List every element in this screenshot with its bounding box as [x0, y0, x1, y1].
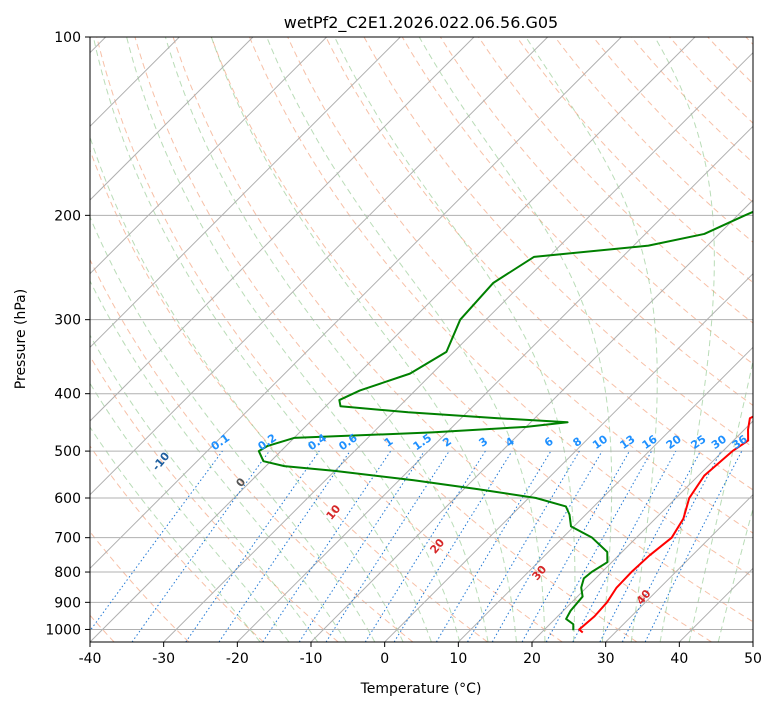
dry-adiabat-line: [96, 37, 563, 642]
y-tick-label: 800: [54, 565, 81, 581]
moist-adiabat-line: [164, 37, 489, 642]
y-tick-label: 1000: [45, 622, 81, 638]
moist-adiabats: [90, 37, 753, 642]
mixing-ratio-line: [325, 450, 450, 642]
mixing-ratio-line: [644, 450, 743, 642]
plot-frame: [89, 36, 754, 643]
isotherm-line: [90, 37, 475, 422]
mixing-ratio-line: [90, 450, 223, 632]
dewpoint-profile-line: [257, 210, 753, 631]
mixing-ratio-line: [298, 450, 425, 642]
temperature-profile-line: [578, 415, 753, 634]
moist-adiabat-line: [688, 358, 753, 642]
y-tick-label: 200: [54, 208, 81, 224]
moist-adiabat-line: [90, 426, 261, 642]
dry-adiabat-line: [325, 37, 753, 491]
axes: -40 -30 -20 -10 0 10 20 30 40 50 100 200 300 400 500 60…: [45, 30, 762, 667]
isotherm-line: [90, 37, 401, 349]
moist-adiabat-line: [90, 135, 404, 642]
x-tick-label: 20: [523, 651, 541, 667]
y-tick-label: 400: [54, 387, 81, 403]
x-tick-label: 40: [670, 651, 688, 667]
isotherm-line: [90, 37, 549, 496]
moist-adiabat-line: [210, 37, 517, 642]
mixing-ratio-lines: [90, 450, 743, 642]
moist-adiabat-line: [90, 382, 290, 642]
moist-adiabat-line: [266, 37, 546, 642]
isotherm-line: [163, 51, 753, 642]
isotherm-line: [90, 37, 328, 275]
dry-adiabat-line: [287, 37, 753, 534]
isotherm-line: [236, 125, 753, 642]
x-tick-label: 10: [449, 651, 467, 667]
y-tick-label: 500: [54, 444, 81, 460]
moist-adiabat-line: [334, 37, 576, 642]
moist-adiabat-line: [717, 506, 753, 642]
moist-adiabat-line: [126, 37, 461, 642]
mixing-ratio-line: [521, 450, 630, 642]
mixing-ratio-line: [131, 450, 270, 642]
chart-title: wetPf2_C2E1.2026.022.06.56.G05: [284, 13, 558, 33]
moist-adiabat-line: [92, 37, 432, 642]
profile-lines: [257, 210, 753, 634]
dry-adiabat-line: [90, 258, 414, 642]
x-tick-label: -20: [226, 651, 249, 667]
isotherm-line: [457, 346, 753, 642]
moist-adiabat-line: [90, 215, 376, 642]
x-tick-label: -10: [300, 651, 323, 667]
x-tick-label: -30: [152, 651, 175, 667]
isotherm-line: [90, 37, 254, 201]
dry-adiabat-line: [249, 37, 753, 578]
x-tick-label: 30: [597, 651, 615, 667]
dry-adiabat-line: [516, 37, 753, 284]
dry-adiabat-line: [90, 355, 339, 642]
isotherms: [90, 37, 753, 642]
moist-adiabat-line: [418, 37, 613, 642]
x-axis-title: Temperature (°C): [360, 681, 482, 697]
y-tick-label: 900: [54, 595, 81, 611]
y-tick-label: 100: [54, 30, 81, 46]
x-tick-label: -40: [79, 651, 102, 667]
isotherm-line: [531, 420, 753, 642]
mixing-ratio-line: [393, 450, 513, 642]
isobars: [90, 37, 753, 630]
moist-adiabat-line: [525, 37, 658, 642]
y-tick-label: 600: [54, 491, 81, 507]
dry-adiabat-line: [210, 37, 753, 623]
dry-adiabat-line: [172, 37, 712, 642]
x-tick-label: 0: [380, 651, 389, 667]
isotherm-line: [605, 493, 753, 642]
x-tick-label: 50: [744, 651, 762, 667]
y-axis-title: Pressure (hPa): [13, 289, 29, 389]
isotherm-line: [384, 272, 753, 642]
mixing-ratio-line: [218, 450, 351, 642]
mixing-ratio-line: [262, 450, 392, 642]
moist-adiabat-line: [654, 37, 715, 642]
mixing-ratio-line: [572, 450, 677, 642]
moist-adiabat-line: [90, 334, 319, 642]
isotherm-line: [90, 37, 696, 642]
y-tick-label: 700: [54, 531, 81, 547]
mixing-ratio-line: [185, 450, 320, 642]
y-tick-label: 300: [54, 313, 81, 329]
isotherm-line: [310, 199, 753, 642]
isotherm-line: [90, 37, 622, 570]
dry-adiabat-line: [90, 445, 264, 642]
mixing-ratio-line: [545, 450, 653, 642]
background-lines: [90, 37, 753, 642]
